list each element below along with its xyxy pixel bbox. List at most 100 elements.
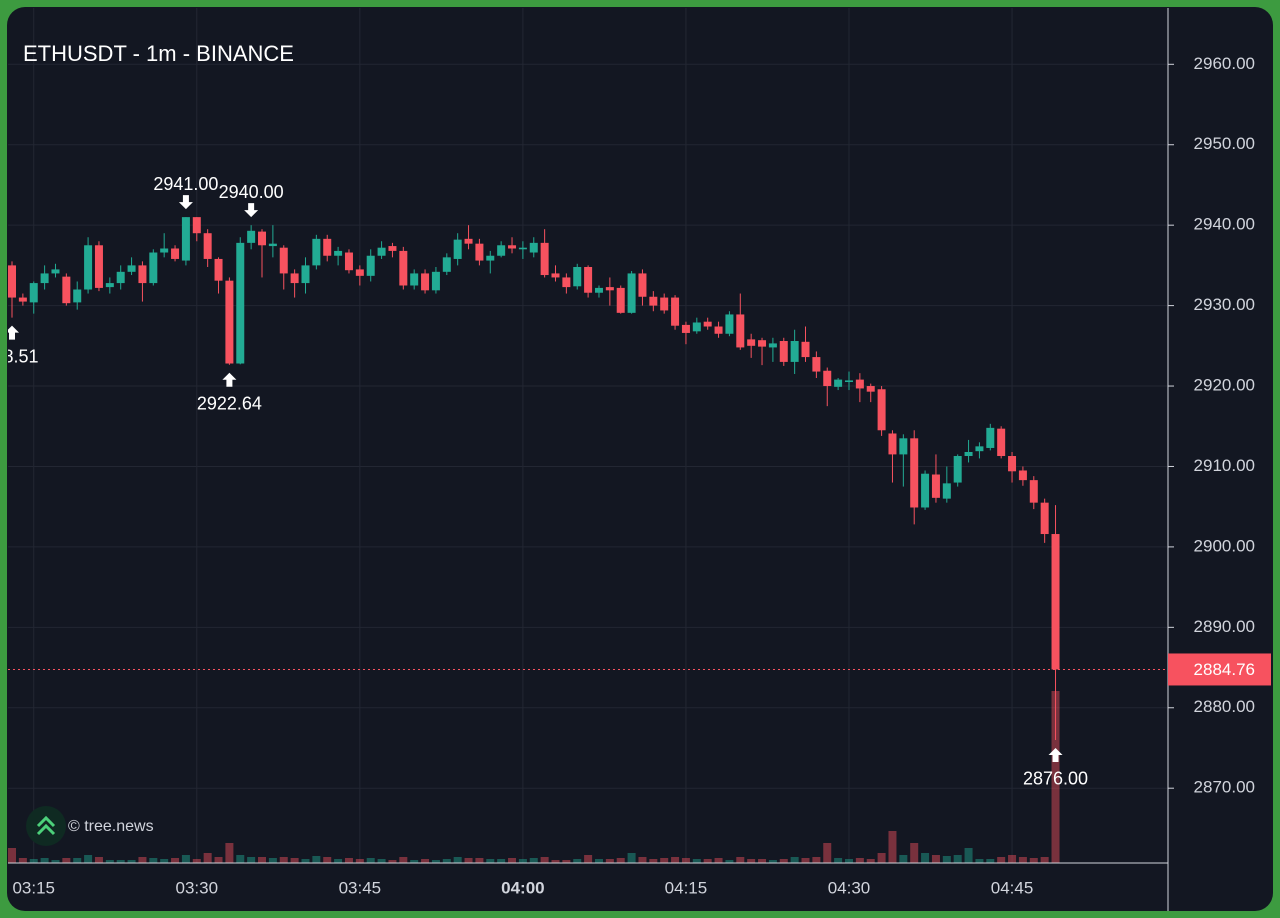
x-tick-label: 04:15 <box>665 878 708 897</box>
candle-body <box>834 379 843 387</box>
volume-bar <box>127 860 136 863</box>
volume-bar <box>671 857 680 863</box>
y-tick-label: 2880.00 <box>1194 697 1255 716</box>
y-tick-label: 2950.00 <box>1194 134 1255 153</box>
x-tick-label: 04:45 <box>991 878 1034 897</box>
candle-body <box>681 324 690 333</box>
annotation-label: 2876.00 <box>1023 769 1088 789</box>
volume-bar <box>888 831 897 863</box>
candle-body <box>453 239 462 259</box>
volume-bar <box>421 859 430 863</box>
y-tick-label: 2870.00 <box>1194 778 1255 797</box>
candle-body <box>225 280 234 364</box>
volume-bar <box>29 859 38 863</box>
volume-bar <box>160 859 169 863</box>
volume-bar <box>84 855 93 863</box>
candle-body <box>355 269 364 276</box>
candle-body <box>73 289 82 303</box>
volume-bar <box>40 858 49 863</box>
chart-background <box>7 7 1273 911</box>
candle-body <box>192 217 201 234</box>
candle-body <box>323 238 332 256</box>
candle-body <box>942 483 951 499</box>
candle-body <box>844 380 853 383</box>
volume-bar <box>616 858 625 863</box>
volume-bar <box>171 858 180 863</box>
volume-bar <box>638 857 647 863</box>
y-tick-label: 2960.00 <box>1194 54 1255 73</box>
volume-bar <box>410 860 419 863</box>
volume-bar <box>312 856 321 863</box>
x-tick-label: 03:15 <box>12 878 55 897</box>
volume-bar <box>323 857 332 863</box>
candle-body <box>997 428 1006 457</box>
volume-bar <box>203 853 212 863</box>
candle-body <box>931 474 940 498</box>
volume-bar <box>181 855 190 863</box>
candle-body <box>562 277 571 288</box>
plot-area: 2928.51 2941.00 2922.64 2940.00 2876.00 <box>8 174 1168 863</box>
annotation-arrow <box>1048 747 1063 762</box>
candle-body <box>518 247 527 250</box>
candle-body <box>768 343 777 348</box>
candle-body <box>910 438 919 508</box>
volume-bar <box>18 858 27 863</box>
volume-bar <box>768 860 777 863</box>
volume-bar <box>149 858 158 863</box>
y-tick-label: 2910.00 <box>1194 456 1255 475</box>
candle-body <box>388 246 397 251</box>
volume-bar <box>475 858 484 863</box>
candle-body <box>986 427 995 448</box>
candle-body <box>377 247 386 256</box>
candle-body <box>366 255 375 276</box>
candle-body <box>475 243 484 261</box>
annotation-arrow <box>244 203 259 218</box>
last-price-badge <box>1168 653 1271 686</box>
volume-bar <box>377 859 386 863</box>
candle-body <box>399 250 408 286</box>
volume-bar <box>116 860 125 863</box>
watermark: © tree.news <box>26 806 154 846</box>
watermark-icon <box>36 815 56 836</box>
candle-body <box>486 255 495 261</box>
volume-bar <box>279 857 288 863</box>
candle-body <box>62 276 71 304</box>
volume-bar <box>986 859 995 863</box>
chart-title: ETHUSDT - 1m - BINANCE <box>23 41 294 66</box>
volume-bar <box>399 857 408 863</box>
candle-body <box>964 451 973 457</box>
x-tick-label: 04:00 <box>501 878 544 897</box>
candle-body <box>8 265 16 298</box>
volume-bar <box>562 860 571 863</box>
candle-body <box>692 322 701 332</box>
candle-body <box>551 273 560 278</box>
y-tick-label: 2940.00 <box>1194 215 1255 234</box>
volume-bar <box>921 853 930 863</box>
candle-body <box>877 389 886 431</box>
volume-bar <box>344 858 353 863</box>
volume-bar <box>1051 691 1060 863</box>
candle-body <box>747 339 756 346</box>
volume-bar <box>301 859 310 863</box>
candle-body <box>18 297 27 302</box>
y-tick-label: 2920.00 <box>1194 376 1255 395</box>
annotation-label: 2922.64 <box>197 394 262 414</box>
volume-bar <box>51 860 60 863</box>
volume-bar <box>834 858 843 863</box>
candle-body <box>464 238 473 244</box>
volume-bar <box>627 853 636 863</box>
candle-body <box>714 326 723 334</box>
candle-body <box>258 231 267 246</box>
volume-bar <box>844 859 853 863</box>
candle-body <box>627 273 636 313</box>
volume-bar <box>812 857 821 863</box>
volume-bar <box>214 857 223 863</box>
volume-bar <box>877 853 886 863</box>
volume-bar <box>355 859 364 863</box>
last-price-label: 2884.76 <box>1194 660 1255 679</box>
candle-body <box>312 238 321 266</box>
volume-bar <box>790 857 799 863</box>
candle-body <box>921 473 930 508</box>
volume-bar <box>801 858 810 863</box>
annotation-arrow <box>178 195 193 210</box>
